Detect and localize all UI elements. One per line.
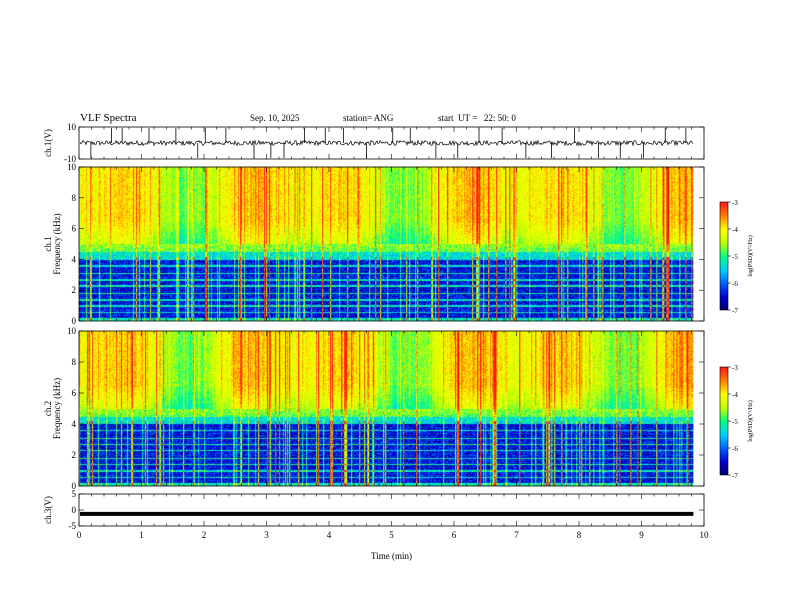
start-time-label: start UT = 22: 50: 0 [438, 113, 516, 123]
ch1-waveform-panel: 10 -10 ch.1(V) [43, 122, 705, 164]
colorbar-tick-label: -7 [732, 307, 738, 315]
y-axis-label: Frequency (kHz) [52, 213, 62, 274]
x-tick-label: 9 [639, 530, 644, 540]
x-tick-label: 10 [700, 530, 710, 540]
ch2-colorbar: -3 -4 -5 -6 -7 log(PSD)(V²/Hz) [719, 364, 754, 480]
x-tick-label: 2 [202, 530, 207, 540]
figure-title: VLF Spectra [80, 112, 137, 124]
y-tick-label: 2 [72, 285, 77, 295]
colorbar-tick-label: -3 [732, 364, 738, 372]
y-tick-label: 10 [67, 122, 77, 132]
colorbar-label: log(PSD)(V²/Hz) [747, 235, 754, 276]
y-axis-label: ch.1(V) [43, 129, 53, 157]
y-tick-label: -5 [69, 521, 77, 531]
y-tick-label: 4 [72, 419, 77, 429]
colorbar-tick-label: -3 [732, 199, 738, 207]
x-axis-label: Time (min) [371, 551, 412, 561]
colorbar-label: log(PSD)(V²/Hz) [747, 400, 754, 441]
colorbar-gradient [720, 202, 728, 310]
x-tick-label: 1 [139, 530, 144, 540]
x-tick-label: 0 [77, 530, 82, 540]
y-tick-label: 8 [72, 357, 77, 367]
colorbar-gradient [720, 367, 728, 475]
x-tick-label: 4 [327, 530, 332, 540]
colorbar-tick-label: -5 [732, 253, 738, 261]
channel-label: ch.1 [43, 236, 53, 251]
date-label: Sep. 10, 2025 [250, 113, 300, 123]
colorbar-tick-label: -4 [732, 226, 738, 234]
y-tick-label: 0 [72, 505, 77, 515]
x-tick-label: 5 [389, 530, 394, 540]
y-axis-label: Frequency (kHz) [52, 378, 62, 439]
colorbar-tick-label: -6 [732, 280, 738, 288]
y-tick-label: 2 [72, 450, 77, 460]
ch1-colorbar: -3 -4 -5 -6 -7 log(PSD)(V²/Hz) [719, 199, 754, 315]
channel-label: ch.2 [43, 401, 53, 416]
ch1-spectrogram-panel: 0 2 4 6 8 10 ch.1 Frequency (kHz) [43, 162, 705, 326]
y-tick-label: 10 [67, 326, 77, 336]
x-tick-label: 8 [577, 530, 582, 540]
y-tick-label: 6 [72, 388, 77, 398]
colorbar-tick-label: -4 [732, 391, 738, 399]
y-tick-label: 6 [72, 224, 77, 234]
colorbar-tick-label: -6 [732, 445, 738, 453]
ch2-spectrogram-panel: 0 2 4 6 8 10 ch.2 Frequency (kHz) [43, 326, 705, 491]
colorbar-tick-label: -5 [732, 418, 738, 426]
spectrogram-image [79, 167, 694, 321]
y-axis-label: ch.3(V) [43, 496, 53, 524]
y-tick-label: 0 [72, 316, 77, 326]
y-tick-label: -10 [64, 154, 76, 164]
x-tick-label: 6 [452, 530, 457, 540]
x-tick-label: 7 [514, 530, 519, 540]
ch1-trace [79, 139, 694, 147]
colorbar-tick-label: -7 [732, 472, 738, 480]
spectrogram-image [79, 331, 694, 486]
station-label: station= ANG [343, 113, 394, 123]
y-tick-label: 0 [72, 481, 77, 491]
y-tick-label: 8 [72, 193, 77, 203]
y-tick-label: 5 [72, 489, 77, 499]
y-tick-label: 4 [72, 254, 77, 264]
x-tick-label: 3 [264, 530, 269, 540]
y-tick-label: 10 [67, 162, 77, 172]
